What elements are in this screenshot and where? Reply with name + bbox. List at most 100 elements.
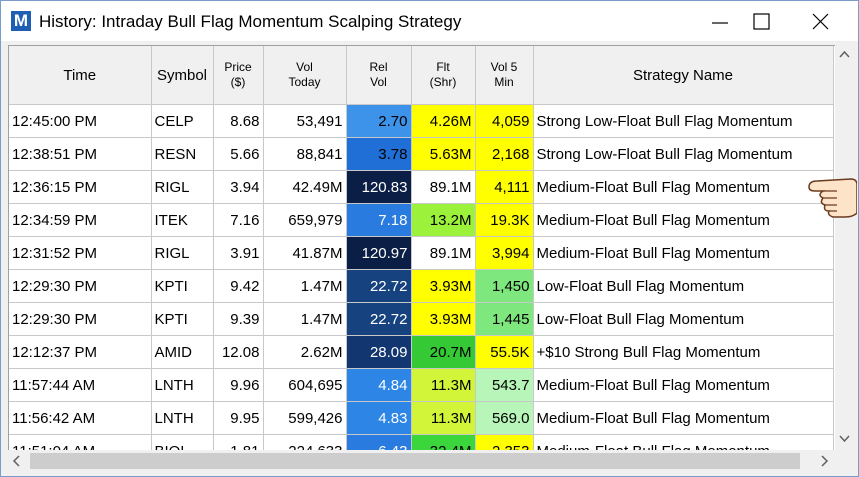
close-button[interactable] [813, 14, 828, 29]
vertical-scrollbar[interactable] [835, 45, 854, 449]
symbol-cell: RIGL [151, 171, 213, 204]
vol-today-cell: 599,426 [263, 402, 346, 435]
price-cell: 9.95 [213, 402, 263, 435]
time-cell: 12:34:59 PM [9, 204, 151, 237]
float-cell: 3.93M [411, 270, 475, 303]
strategy-name-cell: Strong Low-Float Bull Flag Momentum [533, 138, 833, 171]
horizontal-scrollbar[interactable] [8, 450, 854, 472]
strategy-name-cell: Medium-Float Bull Flag Momentum [533, 369, 833, 402]
window: M History: Intraday Bull Flag Momentum S… [0, 0, 859, 477]
price-cell: 7.16 [213, 204, 263, 237]
price-cell: 12.08 [213, 336, 263, 369]
strategy-name-cell: Medium-Float Bull Flag Momentum [533, 171, 833, 204]
float-cell: 11.3M [411, 369, 475, 402]
symbol-cell: ITEK [151, 204, 213, 237]
data-row[interactable]: 11:51:04 AMBIOL1.81224,6336.4332.4M2,353… [9, 435, 833, 451]
header-text: Strategy Name [534, 67, 833, 84]
float-cell: 3.93M [411, 303, 475, 336]
symbol-cell: RESN [151, 138, 213, 171]
vol-5-min-cell: 2,168 [475, 138, 533, 171]
time-cell: 11:57:44 AM [9, 369, 151, 402]
rel-vol-cell: 4.83 [346, 402, 411, 435]
app-icon: M [11, 11, 31, 31]
rel-vol-cell: 3.78 [346, 138, 411, 171]
vol-5-min-cell: 569.0 [475, 402, 533, 435]
vol-5-min-cell: 543.7 [475, 369, 533, 402]
strategy-name-cell: Medium-Float Bull Flag Momentum [533, 204, 833, 237]
header-text: Vol [347, 75, 411, 90]
strategy-name-cell: +$10 Strong Bull Flag Momentum [533, 336, 833, 369]
symbol-cell: KPTI [151, 270, 213, 303]
time-cell: 11:51:04 AM [9, 435, 151, 451]
vol-5-min-cell: 3,994 [475, 237, 533, 270]
symbol-cell: LNTH [151, 402, 213, 435]
header-text: (Shr) [412, 75, 475, 90]
column-header[interactable]: Symbol [151, 46, 213, 105]
vol-5-min-cell: 4,111 [475, 171, 533, 204]
price-cell: 3.94 [213, 171, 263, 204]
scroll-arrows [8, 450, 854, 472]
header-text: Rel [347, 60, 411, 75]
float-cell: 13.2M [411, 204, 475, 237]
time-cell: 12:31:52 PM [9, 237, 151, 270]
vol-today-cell: 53,491 [263, 105, 346, 138]
vol-5-min-cell: 1,450 [475, 270, 533, 303]
column-header[interactable]: Price($) [213, 46, 263, 105]
column-header[interactable]: Flt(Shr) [411, 46, 475, 105]
column-header[interactable]: Strategy Name [533, 46, 833, 105]
time-cell: 12:36:15 PM [9, 171, 151, 204]
price-cell: 5.66 [213, 138, 263, 171]
vol-today-cell: 604,695 [263, 369, 346, 402]
float-cell: 89.1M [411, 237, 475, 270]
rel-vol-cell: 22.72 [346, 270, 411, 303]
symbol-cell: KPTI [151, 303, 213, 336]
maximize-button[interactable] [754, 14, 769, 29]
symbol-cell: AMID [151, 336, 213, 369]
title-bar: M History: Intraday Bull Flag Momentum S… [1, 1, 858, 41]
symbol-cell: BIOL [151, 435, 213, 451]
vol-5-min-cell: 4,059 [475, 105, 533, 138]
rel-vol-cell: 28.09 [346, 336, 411, 369]
column-header[interactable]: Time [9, 46, 151, 105]
price-cell: 9.39 [213, 303, 263, 336]
time-cell: 11:56:42 AM [9, 402, 151, 435]
time-cell: 12:29:30 PM [9, 303, 151, 336]
time-cell: 12:29:30 PM [9, 270, 151, 303]
data-grid: TimeSymbolPrice($)VolTodayRelVolFlt(Shr)… [8, 45, 835, 450]
vol-5-min-cell: 55.5K [475, 336, 533, 369]
symbol-cell: LNTH [151, 369, 213, 402]
vol-today-cell: 88,841 [263, 138, 346, 171]
strategy-name-cell: Low-Float Bull Flag Momentum [533, 270, 833, 303]
strategy-name-cell: Medium-Float Bull Flag Momentum [533, 402, 833, 435]
vol-5-min-cell: 1,445 [475, 303, 533, 336]
rel-vol-cell: 2.70 [346, 105, 411, 138]
scroll-arrows [835, 45, 854, 449]
header-text: Flt [412, 60, 475, 75]
header-text: Time [9, 67, 151, 84]
rel-vol-cell: 4.84 [346, 369, 411, 402]
float-cell: 4.26M [411, 105, 475, 138]
float-cell: 5.63M [411, 138, 475, 171]
float-cell: 11.3M [411, 402, 475, 435]
time-cell: 12:12:37 PM [9, 336, 151, 369]
float-cell: 32.4M [411, 435, 475, 451]
price-cell: 9.96 [213, 369, 263, 402]
rel-vol-cell: 6.43 [346, 435, 411, 451]
window-title: History: Intraday Bull Flag Momentum Sca… [39, 12, 461, 32]
header-text: Price [214, 60, 263, 75]
